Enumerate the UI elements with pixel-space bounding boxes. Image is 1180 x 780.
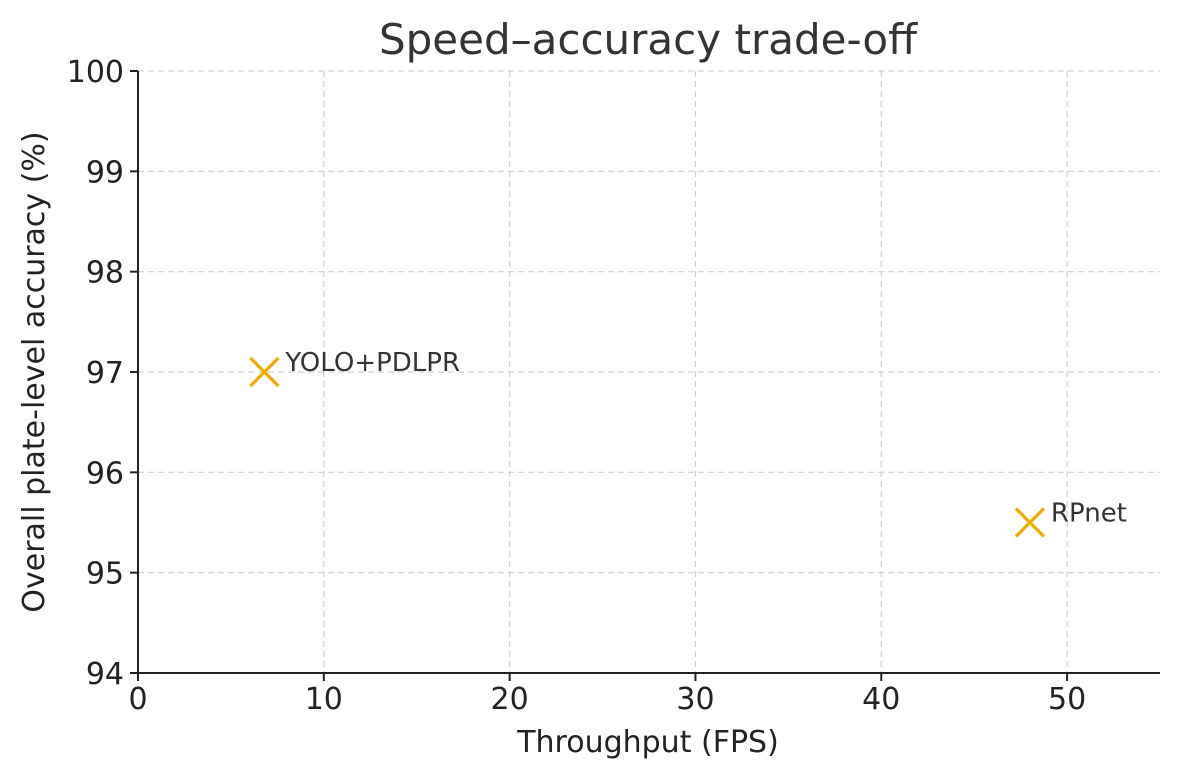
y-tick-label-97: 97: [86, 356, 124, 391]
x-tick-label-20: 20: [491, 682, 529, 717]
y-tick-label-98: 98: [86, 256, 124, 291]
data-point-label: RPnet: [1051, 499, 1127, 529]
data-point-yolo-pdlpr: [249, 356, 280, 388]
y-tick-label-96: 96: [86, 456, 124, 491]
chart-title: Speed–accuracy trade-off: [379, 15, 918, 64]
axes: [130, 70, 1160, 681]
x-tick-label-40: 40: [862, 682, 900, 717]
x-marker-stroke: [249, 356, 280, 388]
data-point-label: YOLO+PDLPR: [284, 348, 460, 378]
x-tick-label-0: 0: [128, 682, 147, 717]
y-tick-label-99: 99: [86, 155, 124, 190]
x-tick-label-30: 30: [676, 682, 714, 717]
gridlines: [138, 70, 1160, 673]
x-tick-label-50: 50: [1048, 682, 1086, 717]
y-tick-label-95: 95: [86, 557, 124, 592]
data-point-rpnet: [1014, 507, 1046, 538]
y-axis-label: Overall plate-level accuracy (%): [17, 131, 52, 612]
x-axis-label: Throughput (FPS): [516, 725, 779, 760]
y-tick-label-100: 100: [67, 55, 124, 90]
y-tick-label-94: 94: [86, 657, 124, 692]
tick-labels: 0 10 20 30 40 50 94 95 96 97 98 99 100: [67, 55, 1086, 717]
data-points: YOLO+PDLPR RPnet: [249, 348, 1127, 538]
x-tick-label-10: 10: [305, 682, 343, 717]
x-marker-stroke: [1014, 507, 1046, 538]
